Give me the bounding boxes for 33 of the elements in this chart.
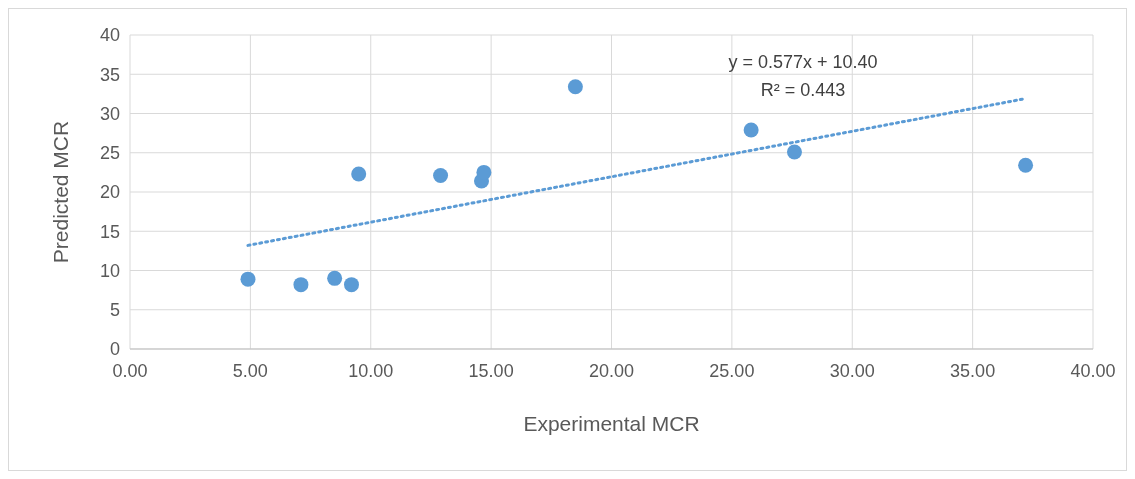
x-axis-title: Experimental MCR <box>523 412 700 435</box>
y-axis-title: Predicted MCR <box>49 120 72 264</box>
x-tick-label: 20.00 <box>588 361 635 381</box>
point <box>293 277 309 293</box>
point <box>327 270 343 286</box>
point <box>433 168 449 184</box>
y-tick-label: 5 <box>109 300 120 321</box>
annotation: y = 0.577x + 10.40 <box>728 52 878 72</box>
point <box>351 166 367 182</box>
y-tick-label: 30 <box>99 103 120 124</box>
y-tick-label: 0 <box>109 339 120 360</box>
x-tick-label: 0.00 <box>112 361 148 381</box>
x-tick-label: 15.00 <box>468 361 514 381</box>
y-tick-label: 15 <box>99 221 120 242</box>
x-tick-label: 30.00 <box>829 361 875 381</box>
y-tick-label: 40 <box>99 25 120 46</box>
point <box>743 122 759 138</box>
x-tick-label: 10.00 <box>348 361 394 381</box>
x-tick-label: 25.00 <box>709 361 755 381</box>
point <box>476 164 492 180</box>
y-tick-label: 20 <box>99 182 120 203</box>
point <box>786 144 802 160</box>
y-tick-label: 10 <box>99 260 120 281</box>
x-tick-label: 5.00 <box>232 361 268 381</box>
y-tick-label: 35 <box>99 64 120 85</box>
x-tick-label: 40.00 <box>1070 361 1116 381</box>
point <box>240 271 256 287</box>
y-tick-label: 25 <box>99 143 120 164</box>
point <box>1018 157 1034 173</box>
point <box>567 79 583 95</box>
x-tick-label: 35.00 <box>950 361 996 381</box>
point <box>343 277 359 293</box>
annotation: R² = 0.443 <box>760 80 846 100</box>
